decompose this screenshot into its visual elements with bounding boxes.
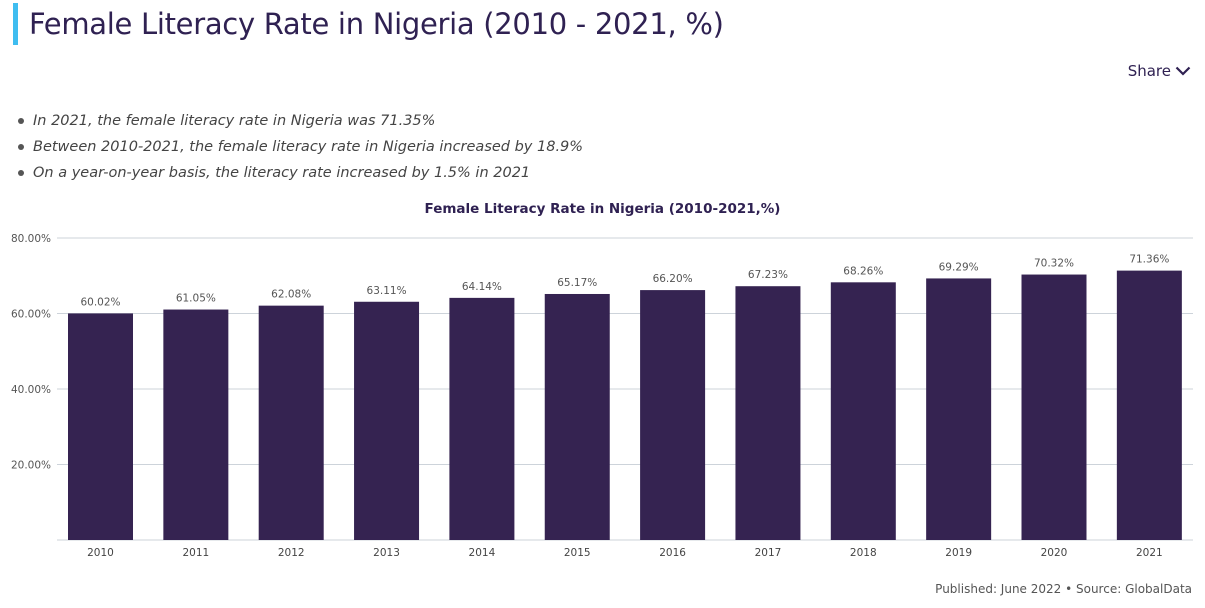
- x-tick-label: 2021: [1136, 547, 1163, 559]
- key-fact-item: In 2021, the female literacy rate in Nig…: [18, 108, 583, 134]
- y-tick-label: 20.00%: [11, 460, 51, 472]
- bar: [640, 290, 706, 540]
- key-fact-item: Between 2010-2021, the female literacy r…: [18, 134, 583, 160]
- bar: [449, 297, 515, 540]
- chevron-down-icon: [1175, 66, 1191, 76]
- bar: [830, 282, 896, 540]
- x-tick-label: 2019: [945, 547, 972, 559]
- y-axis-ticks: 20.00% 40.00% 60.00% 80.00%: [11, 233, 51, 472]
- page-title: Female Literacy Rate in Nigeria (2010 - …: [29, 7, 724, 41]
- bullet-dot-icon: [18, 118, 24, 124]
- page-header: Female Literacy Rate in Nigeria (2010 - …: [13, 3, 724, 45]
- x-tick-label: 2015: [564, 547, 591, 559]
- data-label: 70.32%: [1034, 258, 1074, 270]
- data-label: 69.29%: [939, 261, 979, 273]
- x-tick-label: 2013: [373, 547, 400, 559]
- data-label: 65.17%: [557, 277, 597, 289]
- x-axis-ticks: 2010 2011 2012 2013 2014 2015 2016 2017 2018 2019…: [87, 547, 1163, 559]
- bar: [258, 305, 324, 540]
- key-fact-text: On a year-on-year basis, the literacy ra…: [33, 165, 531, 181]
- bar: [735, 286, 801, 540]
- x-tick-label: 2012: [278, 547, 305, 559]
- bullet-dot-icon: [18, 144, 24, 150]
- x-tick-label: 2011: [182, 547, 209, 559]
- share-button[interactable]: Share: [1128, 62, 1191, 80]
- gridlines: [57, 237, 1193, 541]
- x-tick-label: 2018: [850, 547, 877, 559]
- data-label: 63.11%: [367, 285, 407, 297]
- bar: [354, 301, 420, 540]
- x-tick-label: 2016: [659, 547, 686, 559]
- data-label: 61.05%: [176, 293, 216, 305]
- data-label: 68.26%: [843, 265, 883, 277]
- bar: [926, 278, 992, 540]
- data-label: 67.23%: [748, 269, 788, 281]
- source-footer: Published: June 2022 • Source: GlobalDat…: [935, 582, 1192, 596]
- y-tick-label: 40.00%: [11, 384, 51, 396]
- bar: [544, 293, 610, 540]
- bullet-dot-icon: [18, 170, 24, 176]
- data-label: 66.20%: [653, 273, 693, 285]
- x-tick-label: 2020: [1041, 547, 1068, 559]
- key-facts-list: In 2021, the female literacy rate in Nig…: [18, 108, 583, 186]
- key-fact-text: In 2021, the female literacy rate in Nig…: [33, 113, 436, 129]
- bars: [68, 270, 1182, 540]
- data-label: 62.08%: [271, 289, 311, 301]
- x-tick-label: 2014: [469, 547, 496, 559]
- x-tick-label: 2010: [87, 547, 114, 559]
- data-labels: 60.02% 61.05% 62.08% 63.11% 64.14% 65.17% 66.2…: [80, 254, 1169, 309]
- bar: [1116, 270, 1182, 540]
- share-label: Share: [1127, 62, 1171, 80]
- key-fact-item: On a year-on-year basis, the literacy ra…: [18, 160, 583, 186]
- data-label: 60.02%: [80, 296, 120, 308]
- title-accent-bar: [13, 3, 18, 45]
- chart-title: Female Literacy Rate in Nigeria (2010-20…: [424, 201, 781, 217]
- x-tick-label: 2017: [755, 547, 782, 559]
- key-fact-text: Between 2010-2021, the female literacy r…: [33, 139, 584, 155]
- bar: [1021, 274, 1087, 540]
- data-label: 71.36%: [1129, 254, 1169, 266]
- y-tick-label: 60.00%: [11, 309, 51, 321]
- bar: [163, 309, 229, 540]
- data-label: 64.14%: [462, 281, 502, 293]
- y-tick-label: 80.00%: [11, 233, 51, 245]
- bar: [68, 313, 133, 540]
